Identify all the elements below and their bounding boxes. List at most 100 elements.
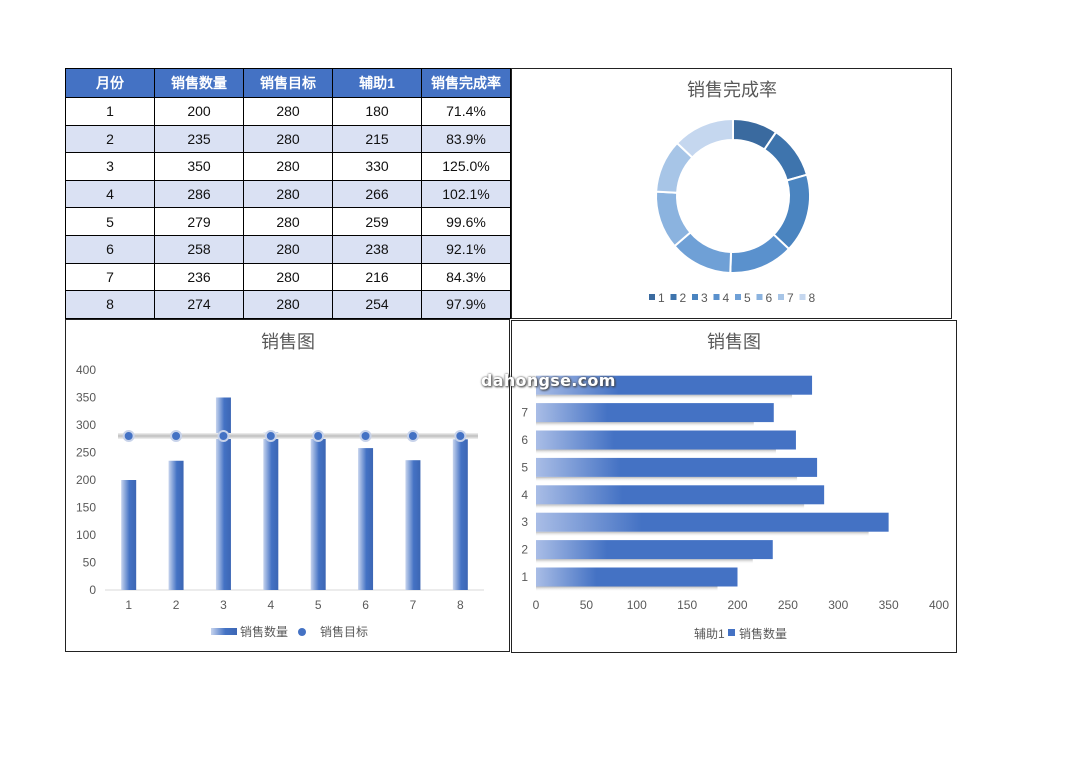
target-marker-3 bbox=[217, 430, 230, 442]
y-tick-label: 300 bbox=[76, 418, 96, 432]
table-cell: 2 bbox=[65, 124, 155, 154]
legend-swatch-7 bbox=[778, 294, 784, 300]
legend-label-2: 2 bbox=[680, 291, 687, 305]
x-tick-label: 300 bbox=[828, 598, 848, 612]
donut-slice-4 bbox=[729, 233, 791, 274]
column-chart: 销售图 0 50 100 150 200 250 300 350 400 1 2 3 4 5 6 7 8 销售数量 销… bbox=[76, 332, 484, 639]
target-marker-2 bbox=[170, 430, 183, 442]
table-cell: 216 bbox=[332, 262, 422, 292]
y-tick-label: 250 bbox=[76, 446, 96, 460]
y-tick-label: 400 bbox=[76, 363, 96, 377]
table-cell: 83.9% bbox=[421, 124, 511, 154]
hbar-6 bbox=[536, 430, 796, 450]
table-cell: 350 bbox=[154, 152, 244, 181]
x-tick-label: 200 bbox=[727, 598, 747, 612]
legend-label-4: 4 bbox=[723, 291, 730, 305]
legend-swatch-4 bbox=[713, 294, 720, 300]
y-tick-label: 4 bbox=[521, 488, 528, 502]
x-tick-label: 350 bbox=[879, 598, 899, 612]
table-cell: 215 bbox=[332, 124, 422, 154]
table-cell: 280 bbox=[243, 97, 333, 126]
column-bar-7 bbox=[405, 460, 421, 590]
target-line bbox=[118, 433, 478, 439]
legend-label-5: 5 bbox=[744, 291, 751, 305]
x-tick-label: 50 bbox=[580, 598, 594, 612]
legend-label-1: 1 bbox=[658, 291, 665, 305]
column-bar-2 bbox=[168, 460, 184, 590]
x-tick-label: 2 bbox=[173, 598, 180, 612]
table-cell: 254 bbox=[332, 290, 422, 319]
x-tick-label: 400 bbox=[929, 598, 949, 612]
hbar-3 bbox=[536, 512, 889, 532]
bar-shadow-7 bbox=[536, 422, 754, 428]
bar-chart-panel: 销售图 1 2 3 4 5 6 7 0 50 100 150 200 250 300 350 400 辅助1 销售数… bbox=[511, 320, 957, 653]
hbar-7 bbox=[536, 403, 774, 423]
bar-shadow-1 bbox=[536, 586, 718, 592]
sales-table-container: 月份 销售数量 销售目标 辅助1 销售完成率 1 200 280 180 71.4% 2 2… bbox=[65, 68, 511, 319]
table-cell: 280 bbox=[243, 124, 333, 154]
x-tick-label: 150 bbox=[677, 598, 697, 612]
table-header-row: 月份 销售数量 销售目标 辅助1 销售完成率 bbox=[65, 68, 511, 98]
header-sales-target: 销售目标 bbox=[243, 68, 333, 98]
legend-swatch-1 bbox=[649, 294, 655, 300]
hbar-8 bbox=[536, 375, 813, 395]
table-cell: 92.1% bbox=[421, 234, 511, 264]
y-tick-label: 3 bbox=[521, 515, 528, 529]
y-tick-label: 200 bbox=[76, 473, 96, 487]
column-chart-panel: 销售图 0 50 100 150 200 250 300 350 400 1 2 3 4 5 6 7 8 销售数量 销… bbox=[65, 319, 510, 652]
column-bar-4 bbox=[263, 432, 279, 590]
y-tick-label: 100 bbox=[76, 528, 96, 542]
table-cell: 280 bbox=[243, 152, 333, 181]
y-tick-label: 150 bbox=[76, 501, 96, 515]
donut-chart-panel: 销售完成率 1 2 3 4 5 6 7 8 bbox=[511, 68, 952, 319]
x-tick-label: 100 bbox=[627, 598, 647, 612]
header-completion-rate: 销售完成率 bbox=[421, 68, 511, 98]
table-cell: 280 bbox=[243, 262, 333, 292]
bar-shadow-6 bbox=[536, 449, 776, 455]
table-cell: 125.0% bbox=[421, 152, 511, 181]
table-cell: 1 bbox=[65, 97, 155, 126]
legend-label-7: 7 bbox=[787, 291, 794, 305]
bar-shadow-5 bbox=[536, 476, 798, 482]
legend-label-sales-qty: 销售数量 bbox=[240, 624, 288, 639]
bar-shadow-3 bbox=[536, 531, 869, 537]
header-month: 月份 bbox=[65, 68, 155, 98]
table-cell: 236 bbox=[154, 262, 244, 292]
target-marker-5 bbox=[312, 430, 325, 442]
target-marker-8 bbox=[454, 430, 467, 442]
legend-label-8: 8 bbox=[809, 291, 816, 305]
donut-slice-8 bbox=[675, 117, 734, 159]
column-bar-8 bbox=[452, 439, 468, 590]
table-row: 1 200 280 180 71.4% bbox=[65, 97, 511, 126]
y-tick-label: 5 bbox=[521, 460, 528, 474]
legend-label-aux1: 辅助1 bbox=[694, 627, 725, 641]
table-cell: 99.6% bbox=[421, 207, 511, 236]
column-bar-5 bbox=[310, 436, 326, 590]
table-cell: 3 bbox=[65, 152, 155, 181]
y-tick-label: 50 bbox=[83, 556, 97, 570]
table-cell: 279 bbox=[154, 207, 244, 236]
legend-swatch-sales-qty bbox=[728, 629, 735, 636]
table-cell: 4 bbox=[65, 179, 155, 209]
header-aux1: 辅助1 bbox=[332, 68, 422, 98]
legend-swatch-3 bbox=[692, 294, 698, 300]
table-cell: 280 bbox=[243, 290, 333, 319]
table-row: 8 274 280 254 97.9% bbox=[65, 290, 511, 319]
x-tick-label: 1 bbox=[125, 598, 132, 612]
hbar-1 bbox=[536, 567, 738, 587]
bar-shadow-8 bbox=[536, 394, 793, 400]
x-tick-label: 6 bbox=[362, 598, 369, 612]
x-tick-label: 3 bbox=[220, 598, 227, 612]
table-cell: 238 bbox=[332, 234, 422, 264]
table-cell: 102.1% bbox=[421, 179, 511, 209]
table-cell: 274 bbox=[154, 290, 244, 319]
table-cell: 258 bbox=[154, 234, 244, 264]
legend-label-3: 3 bbox=[701, 291, 708, 305]
sales-table: 月份 销售数量 销售目标 辅助1 销售完成率 1 200 280 180 71.4% 2 2… bbox=[65, 68, 511, 319]
chart-title: 销售图 bbox=[707, 332, 761, 352]
x-tick-label: 4 bbox=[267, 598, 274, 612]
table-cell: 180 bbox=[332, 97, 422, 126]
table-cell: 7 bbox=[65, 262, 155, 292]
hbar-5 bbox=[536, 457, 818, 477]
donut-chart: 销售完成率 1 2 3 4 5 6 7 8 bbox=[649, 80, 816, 305]
